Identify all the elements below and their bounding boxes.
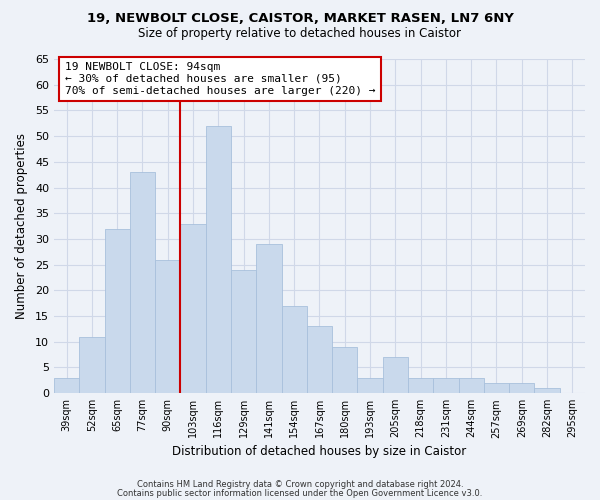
Bar	[281, 306, 307, 393]
Bar	[307, 326, 332, 393]
Bar	[104, 228, 130, 393]
Bar	[433, 378, 458, 393]
Y-axis label: Number of detached properties: Number of detached properties	[15, 133, 28, 319]
Bar	[332, 347, 358, 393]
Bar	[181, 224, 206, 393]
Bar	[408, 378, 433, 393]
Bar	[256, 244, 281, 393]
Text: 19 NEWBOLT CLOSE: 94sqm
← 30% of detached houses are smaller (95)
70% of semi-de: 19 NEWBOLT CLOSE: 94sqm ← 30% of detache…	[65, 62, 375, 96]
Text: Contains public sector information licensed under the Open Government Licence v3: Contains public sector information licen…	[118, 488, 482, 498]
Text: 19, NEWBOLT CLOSE, CAISTOR, MARKET RASEN, LN7 6NY: 19, NEWBOLT CLOSE, CAISTOR, MARKET RASEN…	[86, 12, 514, 26]
Bar	[231, 270, 256, 393]
Text: Contains HM Land Registry data © Crown copyright and database right 2024.: Contains HM Land Registry data © Crown c…	[137, 480, 463, 489]
Text: Size of property relative to detached houses in Caistor: Size of property relative to detached ho…	[139, 28, 461, 40]
Bar	[458, 378, 484, 393]
Bar	[130, 172, 155, 393]
Bar	[206, 126, 231, 393]
Bar	[54, 378, 79, 393]
Bar	[155, 260, 181, 393]
Bar	[358, 378, 383, 393]
Bar	[79, 336, 104, 393]
Bar	[484, 383, 509, 393]
X-axis label: Distribution of detached houses by size in Caistor: Distribution of detached houses by size …	[172, 444, 467, 458]
Bar	[535, 388, 560, 393]
Bar	[509, 383, 535, 393]
Bar	[383, 357, 408, 393]
